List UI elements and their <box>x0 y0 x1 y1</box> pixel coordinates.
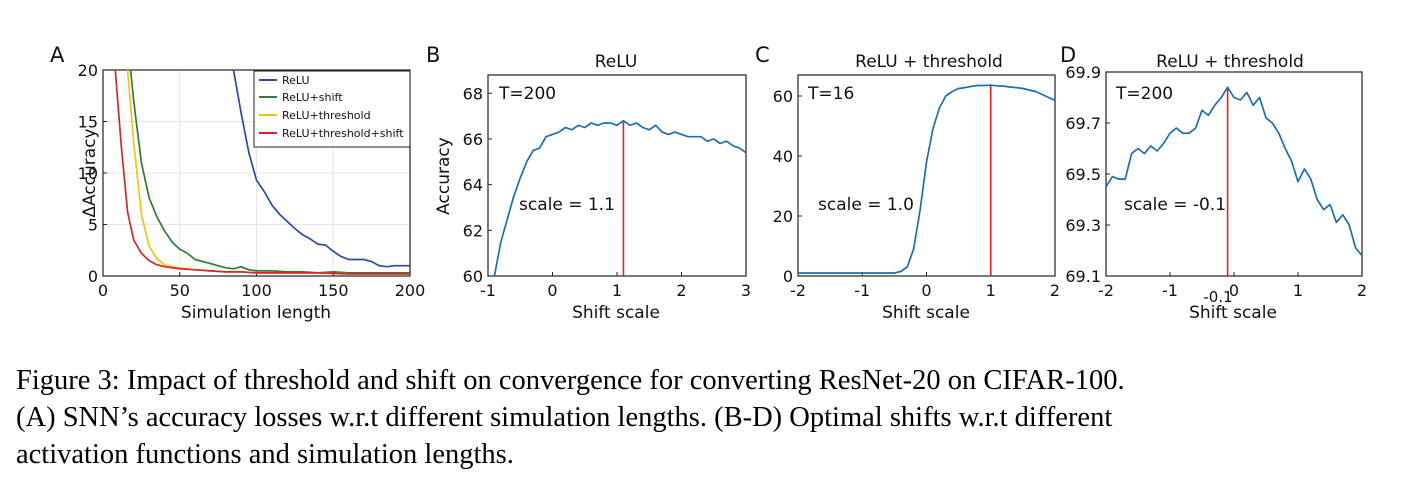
panel-c-scale-annotation: scale = 1.0 <box>818 195 914 215</box>
x-tick-label: 0 <box>921 281 931 300</box>
panel-b: B ReLU -1 0 1 2 3 60 62 64 66 68 T=200 scale = 1.… <box>426 43 751 323</box>
x-tick-label: 100 <box>241 281 272 300</box>
x-tick-label: -2 <box>790 281 806 300</box>
panel-c-label: C <box>755 43 770 67</box>
panel-a-xlabel: Simulation length <box>181 303 331 323</box>
panel-c-series-accuracy <box>798 84 1056 274</box>
y-tick-label: 62 <box>463 221 483 240</box>
y-tick-label: 0 <box>783 267 793 286</box>
panel-a-series-relu <box>232 69 410 268</box>
y-tick-label: 69.3 <box>1065 216 1101 235</box>
y-tick-label: 20 <box>78 61 98 80</box>
y-tick-label: 60 <box>773 87 793 106</box>
panel-d: D ReLU + threshold -2 -1 0 1 2 69.1 69.3 69.5 69… <box>1060 43 1367 323</box>
panel-b-ylabel: Accuracy <box>434 137 454 215</box>
x-tick-label: 1 <box>986 281 996 300</box>
caption-line-2: (A) SNN’s accuracy losses w.r.t differen… <box>16 402 1113 433</box>
caption-line-1: Figure 3: Impact of threshold and shift … <box>16 365 1125 396</box>
x-tick-label: 0 <box>1229 281 1239 300</box>
y-tick-label: 20 <box>773 207 793 226</box>
panel-b-xlabel: Shift scale <box>572 303 660 323</box>
legend-label-relu: ReLU <box>282 74 310 87</box>
x-tick-label: 0 <box>547 281 557 300</box>
panel-d-series-accuracy <box>1105 86 1363 257</box>
y-tick-label: 69.7 <box>1065 114 1101 133</box>
y-tick-label: 64 <box>463 176 483 195</box>
y-tick-label: 69.9 <box>1065 63 1101 82</box>
panel-b-title: ReLU <box>595 52 638 72</box>
y-tick-label: 66 <box>463 130 483 149</box>
panel-a: A 0 50 100 150 200 0 5 10 15 20 Simulation length… <box>50 43 425 323</box>
legend-label-relu-threshold: ReLU+threshold <box>282 109 371 122</box>
x-tick-label: -1 <box>480 281 496 300</box>
x-tick-label: -2 <box>1098 281 1114 300</box>
x-tick-label: 2 <box>1050 281 1060 300</box>
panel-c-xlabel: Shift scale <box>882 303 970 323</box>
y-tick-label: 60 <box>463 267 483 286</box>
y-tick-label: 68 <box>463 84 483 103</box>
y-tick-label: 40 <box>773 147 793 166</box>
caption-line-3: activation functions and simulation leng… <box>16 439 514 470</box>
legend-label-relu-threshold-shift: ReLU+threshold+shift <box>282 127 404 140</box>
y-tick-label: 15 <box>78 113 98 132</box>
panel-d-t-annotation: T=200 <box>1115 84 1173 104</box>
x-tick-label: 1 <box>612 281 622 300</box>
panel-b-label: B <box>426 43 440 67</box>
x-tick-label: 1 <box>1293 281 1303 300</box>
panel-a-series-relu-shift <box>129 69 410 274</box>
panel-d-xlabel: Shift scale <box>1189 303 1277 323</box>
y-tick-label: 10 <box>78 164 98 183</box>
x-tick-label: 2 <box>1357 281 1367 300</box>
x-tick-label: 0 <box>98 281 108 300</box>
y-tick-label: 5 <box>88 216 98 235</box>
x-tick-label: 150 <box>318 281 349 300</box>
panel-b-t-annotation: T=200 <box>498 84 556 104</box>
panel-d-label: D <box>1060 43 1076 67</box>
x-tick-label: 3 <box>741 281 751 300</box>
x-tick-label: -1 <box>854 281 870 300</box>
y-tick-label: 0 <box>88 267 98 286</box>
panel-a-label: A <box>50 43 65 67</box>
legend-label-relu-shift: ReLU+shift <box>282 91 343 104</box>
panel-d-optimal-shift-label: -0.1 <box>1203 288 1232 306</box>
panel-c-t-annotation: T=16 <box>807 84 854 104</box>
panel-b-series-accuracy <box>493 119 747 277</box>
panel-a-legend: ReLU ReLU+shift ReLU+threshold ReLU+thre… <box>253 70 411 148</box>
legend-box <box>253 70 411 148</box>
panel-b-scale-annotation: scale = 1.1 <box>519 195 615 215</box>
panel-b-plot-frame <box>487 74 747 277</box>
panel-d-title: ReLU + threshold <box>1156 52 1304 72</box>
y-tick-label: 69.5 <box>1065 165 1101 184</box>
panel-a-series-relu-threshold-shift <box>114 69 410 275</box>
y-tick-label: 69.1 <box>1065 267 1101 286</box>
panel-c-plot-frame <box>797 74 1056 277</box>
x-tick-label: 2 <box>676 281 686 300</box>
figure-caption: Figure 3: Impact of threshold and shift … <box>16 362 1401 473</box>
x-tick-label: 50 <box>170 281 190 300</box>
x-tick-label: 200 <box>395 281 426 300</box>
panel-a-ylabel: ΔAccuracy <box>80 128 100 217</box>
panel-c-title: ReLU + threshold <box>855 52 1003 72</box>
panel-d-scale-annotation: scale = -0.1 <box>1124 195 1226 215</box>
x-tick-label: -1 <box>1162 281 1178 300</box>
